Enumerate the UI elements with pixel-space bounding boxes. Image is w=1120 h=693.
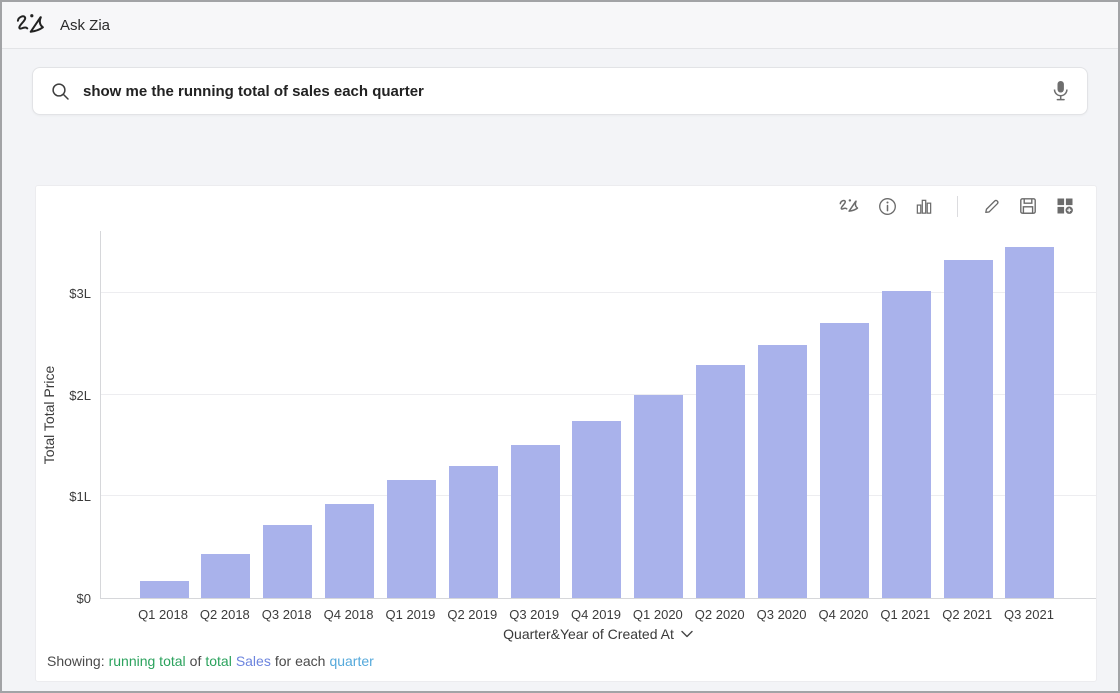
bar-q3-2019[interactable] <box>510 444 560 598</box>
bar-q3-2020[interactable] <box>758 344 808 598</box>
query-token[interactable]: running total <box>108 653 186 669</box>
y-tick-label: $0 <box>76 591 91 606</box>
gridline <box>101 292 1096 294</box>
y-tick-label: $2L <box>69 387 91 403</box>
chart-type-icon[interactable] <box>913 195 935 217</box>
x-tick-label: Q4 2020 <box>818 607 869 622</box>
x-tick-label: Q1 2019 <box>385 607 436 622</box>
chart-plot-area <box>100 231 1096 599</box>
save-icon[interactable] <box>1017 195 1039 217</box>
x-tick-label: Q1 2021 <box>880 607 931 622</box>
bar-q1-2020[interactable] <box>634 394 684 598</box>
x-tick-label: Q2 2018 <box>199 607 250 622</box>
showing-text: of <box>189 653 202 669</box>
x-tick-label: Q4 2018 <box>323 607 374 622</box>
zia-insights-icon[interactable] <box>839 195 861 217</box>
chart-toolbar <box>839 195 1076 217</box>
info-icon[interactable] <box>876 195 898 217</box>
x-tick-label: Q3 2021 <box>1004 607 1054 622</box>
y-tick-label: $1L <box>69 489 91 505</box>
bar-q2-2020[interactable] <box>696 365 746 598</box>
bar-q1-2019[interactable] <box>386 480 436 598</box>
showing-text: Showing: <box>47 653 105 669</box>
chevron-down-icon <box>681 630 693 638</box>
x-tick-label: Q3 2019 <box>509 607 560 622</box>
x-tick-label: Q1 2018 <box>138 607 188 622</box>
search-bar[interactable]: show me the running total of sales each … <box>32 67 1088 115</box>
app-header: Ask Zia <box>2 2 1118 49</box>
query-token[interactable]: total <box>205 653 232 669</box>
bar-q3-2018[interactable] <box>263 524 313 598</box>
query-token[interactable]: Sales <box>235 653 271 669</box>
bar-q2-2018[interactable] <box>201 554 251 598</box>
toolbar-divider <box>957 195 958 217</box>
bar-q2-2021[interactable] <box>943 259 993 598</box>
y-axis-title: Total Total Price <box>41 365 57 465</box>
y-tick-label: $3L <box>69 286 91 302</box>
bar-q3-2021[interactable] <box>1005 247 1055 598</box>
bar-q4-2020[interactable] <box>819 322 869 598</box>
x-tick-label: Q2 2020 <box>694 607 745 622</box>
showing-status: Showing: running total of total Sales for eac… <box>47 653 378 669</box>
x-axis-title: Quarter&Year of Created At <box>503 626 674 642</box>
x-tick-label: Q3 2020 <box>756 607 807 622</box>
x-tick-label: Q2 2021 <box>942 607 993 622</box>
chart-card: Total Total Price $0 $1L $2L $3L Q1 2018 Q2 … <box>35 185 1097 682</box>
x-tick-label: Q2 2019 <box>447 607 498 622</box>
bar-q4-2018[interactable] <box>325 503 375 598</box>
showing-text: for each <box>274 653 326 669</box>
search-icon <box>51 82 70 101</box>
query-token[interactable]: quarter <box>329 653 374 669</box>
x-tick-label: Q4 2019 <box>571 607 621 622</box>
app-title: Ask Zia <box>60 16 111 34</box>
x-axis-field-dropdown[interactable]: Quarter&Year of Created At <box>503 626 693 642</box>
microphone-icon[interactable] <box>1052 80 1069 102</box>
bar-q4-2019[interactable] <box>572 421 622 598</box>
add-to-dashboard-icon[interactable] <box>1054 195 1076 217</box>
gridline <box>101 393 1096 395</box>
x-tick-label: Q1 2020 <box>632 607 683 622</box>
search-input[interactable]: show me the running total of sales each … <box>83 82 424 100</box>
zia-logo-icon <box>16 12 48 38</box>
bar-q1-2018[interactable] <box>139 580 189 598</box>
x-axis-title-row: Quarter&Year of Created At <box>100 626 1096 644</box>
bar-q1-2021[interactable] <box>881 291 931 598</box>
bar-q2-2019[interactable] <box>448 465 498 598</box>
edit-icon[interactable] <box>980 195 1002 217</box>
x-tick-label: Q3 2018 <box>261 607 312 622</box>
search-section: show me the running total of sales each … <box>2 49 1118 115</box>
